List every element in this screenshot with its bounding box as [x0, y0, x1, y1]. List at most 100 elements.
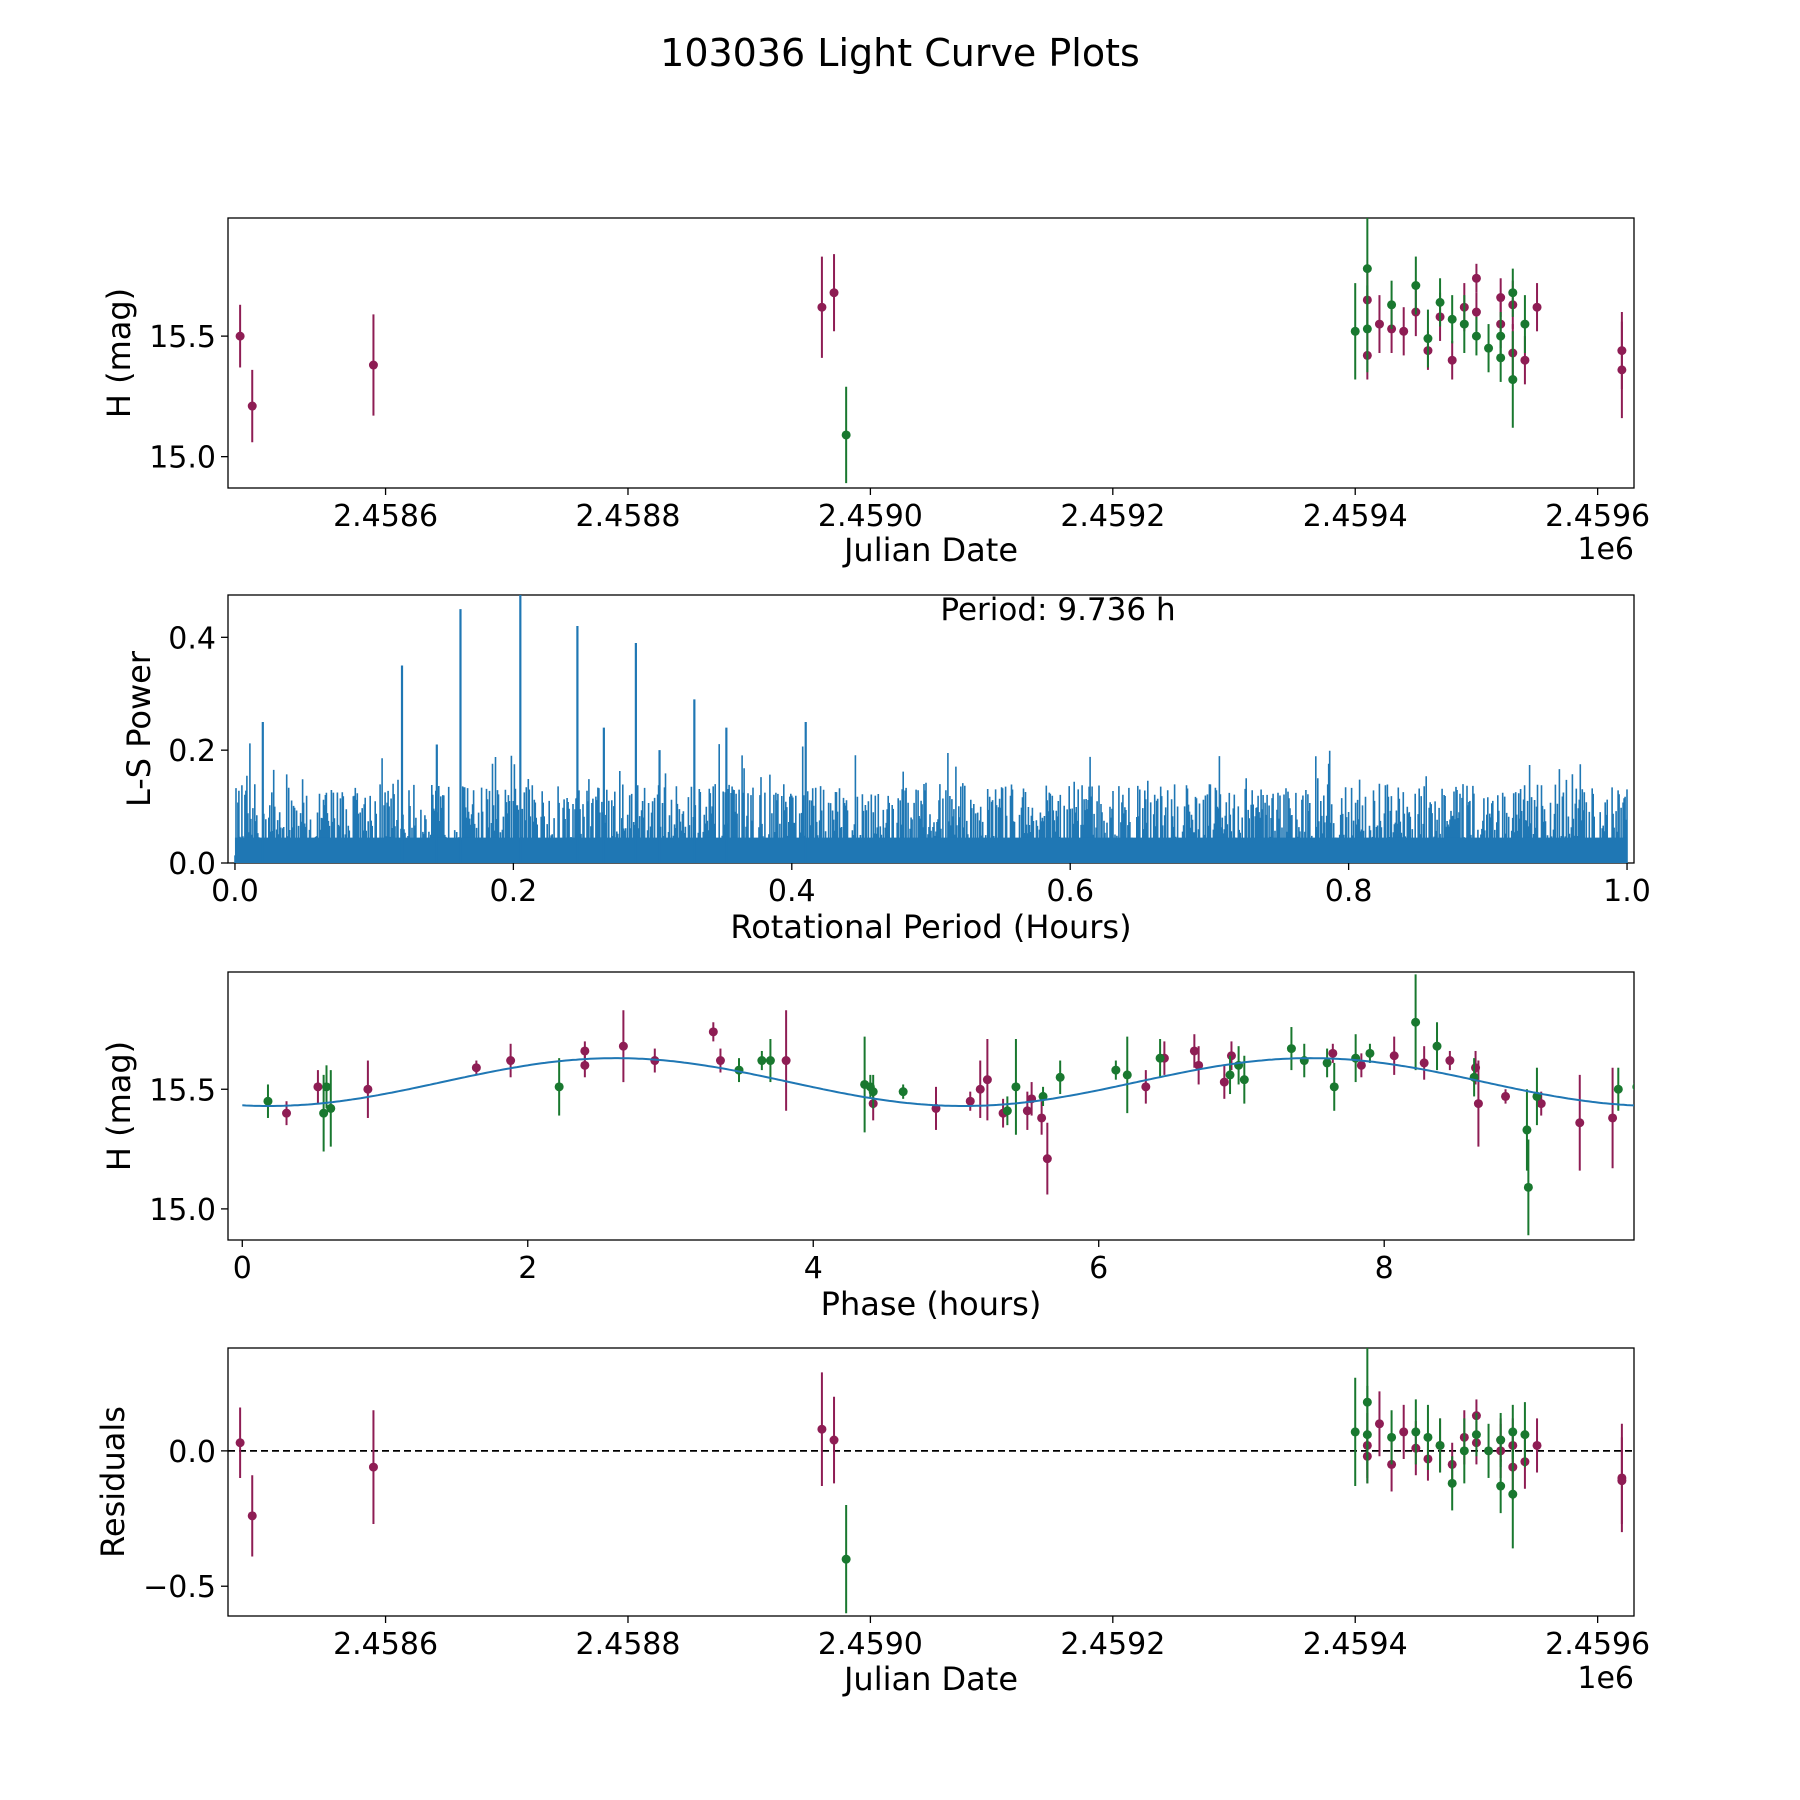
phased-data-point	[708, 1027, 718, 1037]
phased-data-point	[313, 1082, 323, 1092]
lightcurve-x-tick-label: 2.4596	[1545, 499, 1650, 534]
phased-y-tick-label: 15.5	[149, 1073, 216, 1108]
periodogram-x-tick-label: 0.8	[1325, 874, 1373, 909]
periodogram-x-tick-label: 1.0	[1603, 874, 1651, 909]
residuals-data-point	[368, 1462, 378, 1472]
lightcurve-x-tick-label: 2.4594	[1303, 499, 1408, 534]
phased-data-point	[506, 1056, 516, 1066]
phased-x-tick-label: 4	[804, 1251, 823, 1286]
residuals-data-point	[1362, 1397, 1372, 1407]
phased-x-tick-label: 8	[1375, 1251, 1394, 1286]
phased-data-point	[1432, 1041, 1442, 1051]
phased-data-point	[1194, 1060, 1204, 1070]
residuals-data-point	[1350, 1427, 1360, 1437]
phased-x-tick-label: 6	[1089, 1251, 1108, 1286]
lightcurve-data-point	[1496, 293, 1506, 303]
residuals-data-point	[1435, 1440, 1445, 1450]
phased-data-point	[1189, 1046, 1199, 1056]
phased-data-point	[263, 1096, 273, 1106]
phased-data-point	[1022, 1106, 1032, 1116]
lightcurve-data-point	[1435, 297, 1445, 307]
lightcurve-data-point	[1350, 326, 1360, 336]
phased-data-point	[1286, 1044, 1296, 1054]
phased-data-point	[282, 1108, 292, 1118]
periodogram-power-floor	[234, 837, 1628, 863]
periodogram-ticks: 0.0 0.2 0.4 0.6 0.8 1.0 0.0 0.2 0.4	[168, 621, 1651, 909]
phased-data-point	[1389, 1051, 1399, 1061]
residuals-data-point	[1411, 1427, 1421, 1437]
residuals-data-point	[1520, 1430, 1530, 1440]
residuals-x-axis-label: Julian Date	[842, 1660, 1018, 1698]
phased-data-point	[765, 1056, 775, 1066]
residuals-x-tick-label: 2.4596	[1545, 1627, 1650, 1662]
phased-data-point	[1365, 1048, 1375, 1058]
phased-data-point	[1239, 1075, 1249, 1085]
lightcurve-plot-area	[227, 217, 1635, 489]
panel-periodogram: 0.0 0.2 0.4 0.6 0.8 1.0 0.0 0.2 0.4 Period: 9.73…	[120, 592, 1651, 946]
lightcurve-data-point	[1508, 288, 1518, 298]
lightcurve-data-point	[1362, 264, 1372, 274]
residuals-data-point	[1484, 1446, 1494, 1456]
periodogram-y-tick-label: 0.4	[168, 621, 216, 656]
phased-data-point	[1322, 1058, 1332, 1068]
period-annotation: Period: 9.736 h	[940, 592, 1175, 628]
lightcurve-data-point	[1471, 331, 1481, 341]
phased-data-point	[321, 1082, 331, 1092]
phased-data-point	[554, 1082, 564, 1092]
phased-data-point	[1328, 1048, 1338, 1058]
lightcurve-data-point	[841, 430, 851, 440]
phased-data-point	[1632, 1083, 1634, 1091]
periodogram-y-axis-label: L-S Power	[120, 650, 158, 807]
phased-data-point	[898, 1087, 908, 1097]
lightcurve-data-point	[1617, 346, 1627, 356]
lightcurve-y-tick-label: 15.5	[149, 320, 216, 355]
phased-data-point	[1445, 1056, 1455, 1066]
periodogram-x-tick-label: 0.4	[768, 874, 816, 909]
phased-marks	[242, 974, 1634, 1236]
lightcurve-y-tick-label: 15.0	[149, 441, 216, 476]
lightcurve-data-point	[1387, 300, 1397, 310]
phased-data-point	[1055, 1072, 1065, 1082]
lightcurve-data-point	[1411, 281, 1421, 290]
residuals-data-point	[829, 1435, 839, 1445]
phased-data-point	[1037, 1113, 1047, 1123]
panel-phased: 0 2 4 6 8 15.0 15.5 Phase (hours) H (mag)	[100, 971, 1635, 1323]
lightcurve-y-axis-label: H (mag)	[100, 288, 138, 418]
residuals-data-point	[1399, 1427, 1409, 1437]
phased-data-point	[1608, 1113, 1618, 1123]
periodogram-x-tick-label: 0.2	[490, 874, 538, 909]
lightcurve-data-point	[1447, 355, 1457, 365]
phased-data-point	[1155, 1053, 1165, 1063]
phased-data-point	[1225, 1070, 1235, 1080]
phased-plot-area	[227, 971, 1635, 1241]
lightcurve-data-point	[1508, 375, 1518, 385]
phased-data-point	[1329, 1082, 1339, 1092]
phased-data-point	[1226, 1051, 1236, 1061]
phased-ticks: 0 2 4 6 8 15.0 15.5	[149, 1073, 1394, 1286]
phased-data-point	[1419, 1058, 1429, 1068]
panel-lightcurve: 2.4586 2.4588 2.4590 2.4592 2.4594 2.4596 15.0…	[100, 217, 1650, 569]
lightcurve-x-tick-label: 2.4586	[333, 499, 438, 534]
phased-data-point	[1613, 1084, 1623, 1094]
phased-data-point	[1002, 1106, 1012, 1116]
phased-data-point	[1356, 1060, 1366, 1070]
residuals-data-point	[1423, 1432, 1433, 1442]
lightcurve-data-point	[368, 360, 378, 370]
lightcurve-data-point	[1532, 302, 1542, 312]
phased-data-point	[471, 1063, 481, 1073]
phased-data-point	[781, 1056, 791, 1066]
lightcurve-data-point	[1447, 314, 1457, 324]
phased-data-point	[1536, 1099, 1546, 1109]
residuals-ticks: 2.4586 2.4588 2.4590 2.4592 2.4594 2.4596 0.0 −…	[143, 1435, 1650, 1662]
lightcurve-data-point	[1423, 334, 1433, 344]
residuals-x-tick-label: 2.4594	[1303, 1627, 1408, 1662]
lightcurve-marks	[235, 218, 1627, 484]
lightcurve-x-axis-label: Julian Date	[842, 531, 1018, 569]
lightcurve-x-tick-label: 2.4588	[575, 499, 680, 534]
residuals-data-point	[817, 1424, 827, 1434]
periodogram-y-tick-label: 0.2	[168, 734, 216, 769]
lightcurve-data-point	[1484, 343, 1494, 353]
phased-data-point	[965, 1096, 975, 1106]
residuals-data-point	[1447, 1478, 1457, 1488]
residuals-y-tick-label: 0.0	[168, 1435, 216, 1470]
